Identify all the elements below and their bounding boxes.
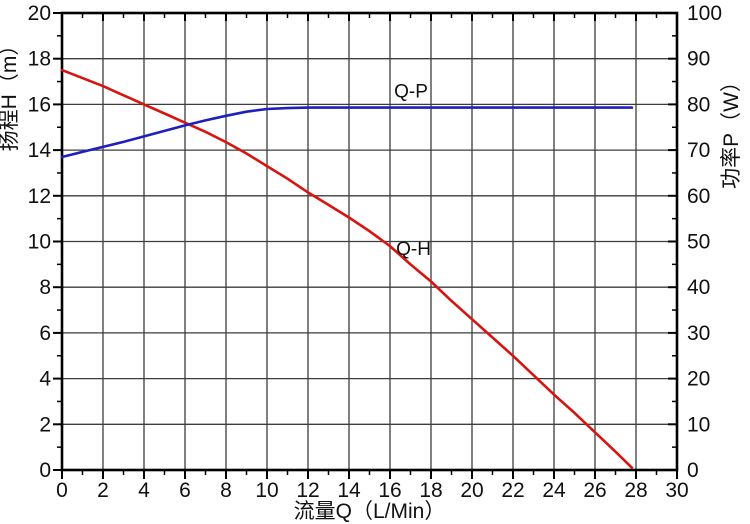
y-right-tick-label: 40 <box>687 276 710 299</box>
x-tick-label: 6 <box>179 479 191 502</box>
y-left-tick-label: 6 <box>39 322 51 345</box>
y-right-tick-label: 30 <box>687 322 710 345</box>
y-right-tick-label: 0 <box>687 459 699 482</box>
x-tick-label: 0 <box>56 479 68 502</box>
y-left-tick-label: 16 <box>28 93 51 116</box>
y-right-tick-label: 10 <box>687 413 710 436</box>
x-tick-label: 26 <box>583 479 606 502</box>
y-left-tick-label: 10 <box>28 231 51 254</box>
y-left-tick-label: 20 <box>28 2 51 25</box>
x-tick-label: 4 <box>138 479 150 502</box>
y-left-tick-label: 14 <box>28 139 52 162</box>
y-left-axis-title: 扬程H（m） <box>0 35 21 152</box>
x-tick-label: 30 <box>665 479 688 502</box>
x-tick-label: 14 <box>337 479 361 502</box>
y-right-axis-title: 功率P（W） <box>720 71 743 189</box>
x-tick-label: 16 <box>378 479 401 502</box>
y-left-tick-label: 2 <box>39 413 51 436</box>
y-right-tick-label: 80 <box>687 93 710 116</box>
y-left-tick-label: 0 <box>39 459 51 482</box>
x-tick-label: 28 <box>624 479 647 502</box>
x-tick-label: 24 <box>542 479 566 502</box>
x-tick-label: 12 <box>296 479 319 502</box>
series-label-q-h: Q-H <box>396 239 431 260</box>
series-line-q-h <box>60 68 634 470</box>
y-left-tick-label: 18 <box>28 48 51 71</box>
x-tick-label: 10 <box>255 479 278 502</box>
series-line-q-p <box>60 106 634 159</box>
x-tick-label: 20 <box>460 479 483 502</box>
y-right-tick-label: 70 <box>687 139 710 162</box>
y-right-tick-label: 60 <box>687 185 710 208</box>
y-right-tick-label: 20 <box>687 368 710 391</box>
y-left-tick-label: 8 <box>39 276 51 299</box>
x-axis-title: 流量Q（L/Min） <box>294 500 446 523</box>
y-right-tick-label: 90 <box>687 48 710 71</box>
y-left-tick-label: 12 <box>28 185 51 208</box>
y-right-tick-label: 100 <box>687 2 722 25</box>
series-label-q-p: Q-P <box>394 82 428 103</box>
y-right-tick-label: 50 <box>687 231 710 254</box>
x-tick-label: 22 <box>501 479 524 502</box>
y-left-tick-label: 4 <box>39 368 51 391</box>
x-tick-label: 2 <box>97 479 109 502</box>
x-tick-label: 18 <box>419 479 442 502</box>
x-tick-label: 8 <box>220 479 232 502</box>
